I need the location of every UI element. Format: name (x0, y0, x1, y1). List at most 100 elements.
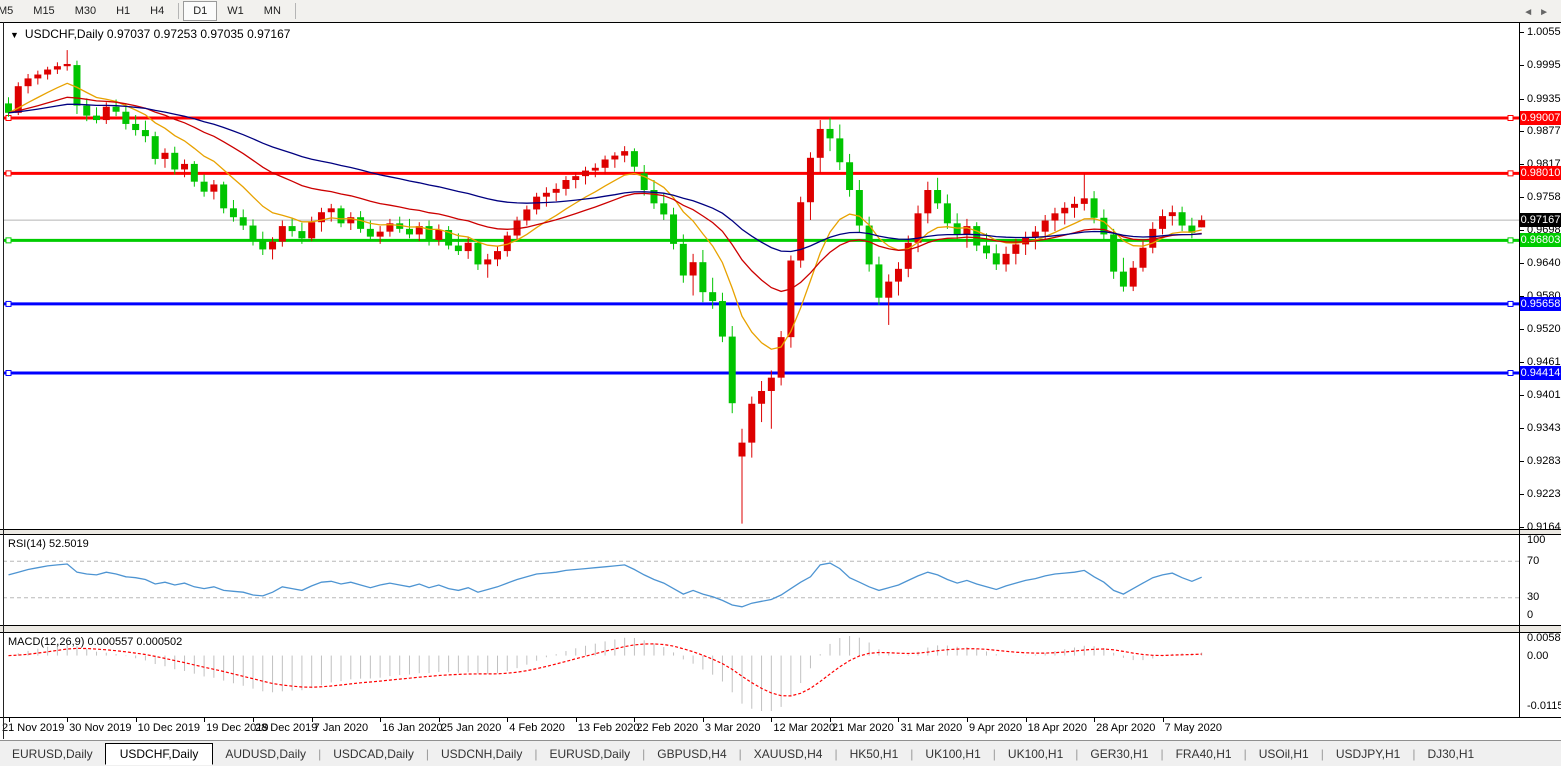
candle-body (190, 163, 198, 182)
chart-tab-gbpusd-h4[interactable]: GBPUSD,H4 (657, 746, 727, 761)
level-handle-1-0[interactable] (5, 170, 12, 177)
timeframe-button-h1[interactable]: H1 (116, 5, 131, 17)
chart-tab-hk50-h1[interactable]: HK50,H1 (849, 746, 899, 761)
macd-canvas[interactable] (0, 632, 1519, 717)
candle-body (816, 128, 824, 158)
chart-tab-usdchf-daily[interactable]: USDCHF,Daily (104, 742, 214, 765)
candle-body (288, 226, 296, 232)
level-handle-3-1[interactable] (1507, 300, 1514, 307)
timeframe-button-m15[interactable]: M15 (33, 5, 55, 17)
level-handle-2-0[interactable] (5, 237, 12, 244)
candle-body (591, 167, 599, 171)
candle-body (1168, 212, 1176, 217)
date-tick-mark (67, 718, 69, 722)
timeframe-button-mn[interactable]: MN (263, 5, 281, 17)
macd-axis-label: -0.011514 (1527, 700, 1561, 712)
chart-tab-fra40-h1[interactable]: FRA40,H1 (1175, 746, 1232, 761)
price-tick-label: 0.96985 (1527, 224, 1561, 237)
date-tick-mark (1025, 718, 1027, 722)
candle-body (151, 136, 159, 159)
candle-body (601, 159, 609, 168)
candle-body (582, 170, 590, 177)
candle-body (699, 262, 707, 293)
candle-body (826, 128, 834, 139)
level-handle-2-1[interactable] (1507, 237, 1514, 244)
candle-body (474, 242, 482, 265)
candle-body (924, 190, 932, 214)
current-price-badge: 0.97167 (1520, 213, 1561, 228)
timeframe-button-h4[interactable]: H4 (150, 5, 165, 17)
level-handle-0-1[interactable] (1507, 115, 1514, 121)
tab-scroll-right-icon[interactable]: ► (1539, 7, 1555, 18)
panel-separator-1[interactable] (0, 626, 1561, 632)
level-handle-3-0[interactable] (5, 300, 12, 307)
price-tick-label: 0.94615 (1527, 355, 1561, 368)
chart-tab-uk100-h1[interactable]: UK100,H1 (925, 746, 981, 761)
candle-body (767, 377, 775, 391)
price-tick-label: 0.97585 (1527, 190, 1561, 203)
level-handle-1-1[interactable] (1507, 170, 1514, 177)
date-tick-label: 19 Dec 2019 (206, 722, 269, 734)
timeframe-button-m30[interactable]: M30 (74, 5, 97, 17)
candle-body (846, 162, 854, 191)
tab-separator: | (910, 746, 914, 761)
chart-title[interactable]: ▼ USDCHF,Daily 0.97037 0.97253 0.97035 0.… (10, 27, 290, 41)
candle-body (484, 259, 492, 265)
chart-tab-usdcnh-daily[interactable]: USDCNH,Daily (441, 746, 523, 761)
candle-body (709, 292, 717, 302)
rsi-axis-label: 30 (1527, 591, 1540, 603)
tab-scroll-arrows[interactable]: ◄► (1523, 7, 1555, 18)
macd-axis-label: 0.00 (1527, 649, 1549, 662)
panel-separator-0[interactable] (0, 530, 1561, 534)
chart-tab-eurusd-daily[interactable]: EURUSD,Daily (12, 746, 93, 761)
chart-tab-uk100-h1[interactable]: UK100,H1 (1007, 746, 1064, 761)
candle-body (269, 241, 277, 250)
tab-separator: | (834, 746, 838, 761)
chart-tab-dj30-h1[interactable]: DJ30,H1 (1427, 746, 1475, 761)
toolbar-separator (294, 3, 296, 19)
candle-body (337, 208, 345, 224)
tab-separator: | (1075, 746, 1079, 761)
candle-body (357, 217, 365, 229)
date-tick-label: 21 Mar 2020 (832, 722, 894, 734)
timeframe-button-w1[interactable]: W1 (227, 5, 244, 17)
candle-body (171, 152, 179, 170)
candle-body (102, 106, 110, 121)
date-tick-mark (253, 718, 254, 722)
candle-body (435, 229, 443, 240)
price-tick-mark (1519, 460, 1524, 462)
candle-body (934, 190, 942, 204)
date-tick-label: 4 Feb 2020 (509, 722, 565, 734)
level-handle-4-1[interactable] (1507, 370, 1514, 377)
candle-body (1031, 231, 1039, 238)
date-tick-label: 13 Feb 2020 (577, 722, 640, 734)
price-tick-mark (1519, 262, 1524, 264)
date-tick-mark (634, 718, 636, 722)
chart-panel-bg-0 (0, 23, 1561, 529)
candle-body (953, 223, 961, 235)
main-chart-canvas[interactable] (0, 22, 1519, 529)
tab-scroll-left-icon[interactable]: ◄ (1523, 7, 1540, 18)
candle-body (640, 173, 648, 191)
date-tick-label: 16 Jan 2020 (382, 722, 443, 734)
chart-menu-triangle-icon[interactable]: ▼ (10, 30, 19, 40)
chart-tab-usdjpy-h1[interactable]: USDJPY,H1 (1335, 746, 1401, 761)
chart-tab-ger30-h1[interactable]: GER30,H1 (1090, 746, 1149, 761)
chart-tab-eurusd-daily[interactable]: EURUSD,Daily (549, 746, 631, 761)
chart-tab-audusd-daily[interactable]: AUDUSD,Daily (225, 746, 307, 761)
panel-border-2 (0, 534, 1561, 535)
chart-tab-usoil-h1[interactable]: USOil,H1 (1258, 746, 1309, 761)
timeframe-button-m5[interactable]: M5 (0, 5, 14, 17)
chart-tab-usdcad-daily[interactable]: USDCAD,Daily (333, 746, 414, 761)
chart-title-text: USDCHF,Daily 0.97037 0.97253 0.97035 0.9… (24, 27, 291, 41)
candle-body (1178, 212, 1186, 226)
chart-tab-xauusd-h4[interactable]: XAUUSD,H4 (753, 746, 823, 761)
rsi-canvas[interactable] (0, 534, 1519, 625)
timeframe-button-d1[interactable]: D1 (183, 1, 218, 21)
candle-body (53, 66, 61, 70)
price-tick-label: 0.94015 (1527, 389, 1561, 402)
date-tick-label: 9 Apr 2020 (968, 722, 1023, 734)
level-handle-4-0[interactable] (5, 370, 12, 377)
